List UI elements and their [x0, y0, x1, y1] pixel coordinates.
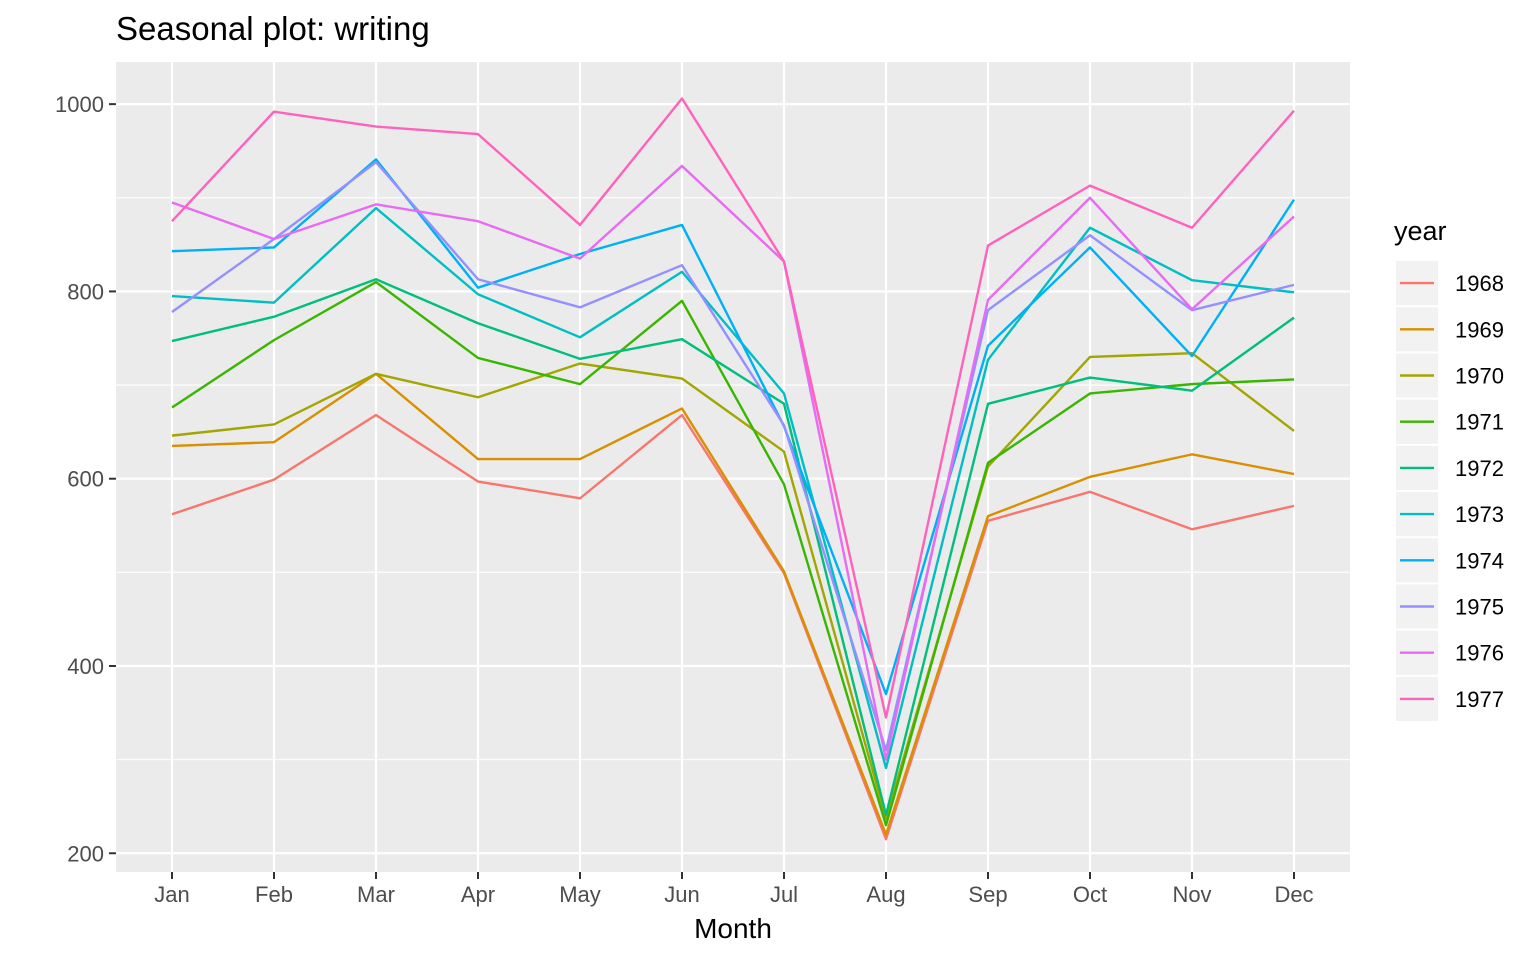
x-tick-label: May: [559, 882, 601, 907]
x-axis-title: Month: [694, 913, 772, 944]
legend-label: 1973: [1455, 502, 1504, 527]
x-tick-label: Jul: [770, 882, 798, 907]
series-line-1969: [171, 372, 1295, 836]
plot-panel: [116, 62, 1350, 872]
legend-item-1969: 1969: [1396, 307, 1504, 352]
y-tick-label: 200: [67, 841, 104, 866]
x-tick-label: Dec: [1274, 882, 1313, 907]
y-tick-label: 400: [67, 654, 104, 679]
x-tick-label: Sep: [968, 882, 1007, 907]
y-tick-label: 1000: [55, 92, 104, 117]
x-tick-label: Mar: [357, 882, 395, 907]
x-tick-label: Oct: [1073, 882, 1107, 907]
legend-label: 1970: [1455, 364, 1504, 389]
legend-label: 1971: [1455, 410, 1504, 435]
legend-item-1974: 1974: [1396, 538, 1504, 583]
legend-item-1976: 1976: [1396, 630, 1504, 675]
legend-item-1968: 1968: [1396, 261, 1504, 306]
legend-label: 1976: [1455, 641, 1504, 666]
chart-title: Seasonal plot: writing: [116, 10, 430, 47]
x-tick-label: Nov: [1172, 882, 1211, 907]
legend-item-1972: 1972: [1396, 445, 1504, 490]
legend-item-1971: 1971: [1396, 399, 1504, 444]
series-line-1972: [171, 278, 1295, 817]
series-line-1976: [171, 164, 1295, 761]
series-line-1971: [171, 280, 1295, 827]
x-axis: Jan Feb Mar Apr May Jun Jul Aug Sep Oct Nov Dec: [154, 872, 1314, 907]
legend-label: 1969: [1455, 317, 1504, 342]
legend-label: 1977: [1455, 687, 1504, 712]
y-tick-label: 600: [67, 467, 104, 492]
legend-item-1975: 1975: [1396, 584, 1504, 629]
legend-label: 1968: [1455, 271, 1504, 296]
y-tick-label: 800: [67, 279, 104, 304]
y-axis: 200 400 600 800 1000: [55, 92, 116, 866]
series-lines: [171, 97, 1296, 841]
legend-item-1970: 1970: [1396, 353, 1504, 398]
legend-label: 1974: [1455, 548, 1504, 573]
legend-label: 1972: [1455, 456, 1504, 481]
grid-minor: [116, 197, 1350, 761]
legend-label: 1975: [1455, 595, 1504, 620]
series-line-1973: [171, 206, 1295, 770]
legend-item-1977: 1977: [1396, 676, 1504, 721]
series-line-1975: [171, 160, 1295, 752]
x-tick-label: Jan: [154, 882, 189, 907]
series-line-1968: [171, 413, 1295, 841]
x-tick-label: Jun: [664, 882, 699, 907]
series-line-1977: [171, 97, 1295, 719]
x-tick-label: Apr: [461, 882, 495, 907]
series-line-1970: [171, 352, 1295, 820]
x-tick-label: Feb: [255, 882, 293, 907]
legend-title: year: [1394, 216, 1447, 246]
x-tick-label: Aug: [866, 882, 905, 907]
legend-item-1973: 1973: [1396, 492, 1504, 537]
legend: 1968 1969 1970 1971 1972 1973 1974 1975 1976 1977: [1396, 261, 1504, 721]
